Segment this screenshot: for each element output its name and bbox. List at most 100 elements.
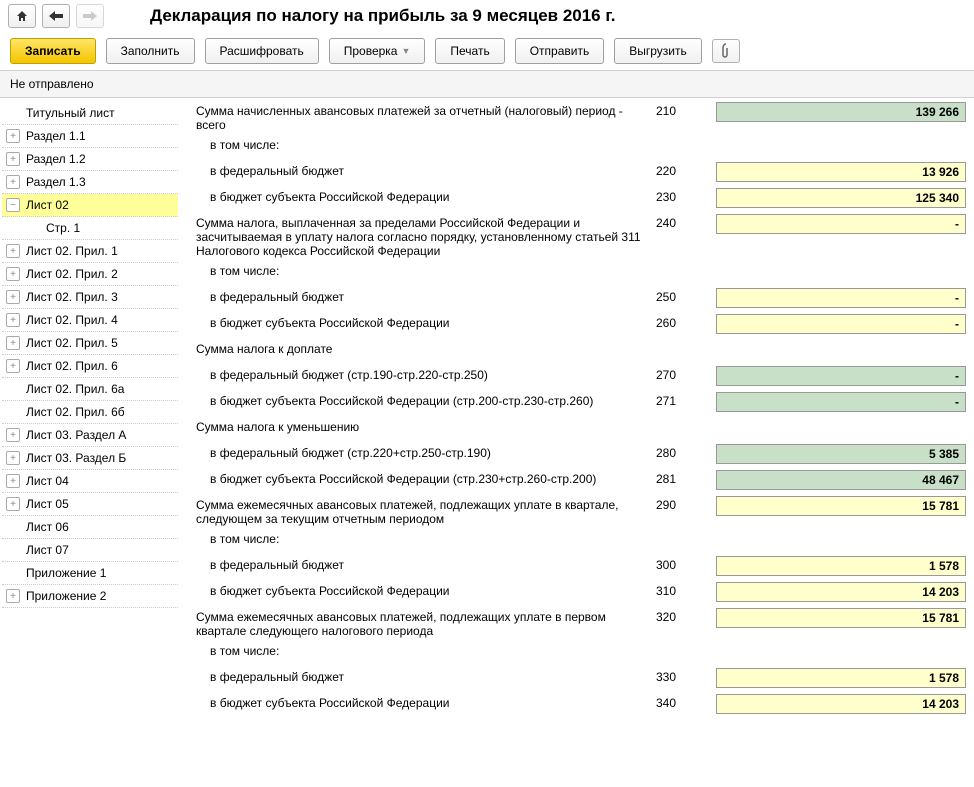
row-label: в федеральный бюджет (стр.190-стр.220-ст… [196, 366, 656, 382]
decrypt-button[interactable]: Расшифровать [205, 38, 319, 64]
nav-item[interactable]: + Раздел 1.1 [2, 125, 178, 148]
expand-icon[interactable]: + [6, 497, 20, 511]
nav-item-label: Лист 02. Прил. 6б [26, 405, 125, 419]
nav-item[interactable]: Лист 06 [2, 516, 178, 539]
row-label: Сумма начисленных авансовых платежей за … [196, 102, 656, 132]
expand-icon[interactable]: + [6, 313, 20, 327]
expand-icon[interactable]: + [6, 290, 20, 304]
value-input[interactable] [716, 444, 966, 464]
form-row: в том числе: [196, 262, 966, 284]
nav-item[interactable]: −Лист 02 [2, 194, 178, 217]
row-field [716, 214, 966, 234]
nav-item[interactable]: + Раздел 1.2 [2, 148, 178, 171]
value-input[interactable] [716, 694, 966, 714]
topbar: Декларация по налогу на прибыль за 9 мес… [0, 0, 974, 32]
nav-item[interactable]: +Лист 02. Прил. 6 [2, 355, 178, 378]
form-row: в бюджет субъекта Российской Федерации34… [196, 694, 966, 716]
expand-icon[interactable]: + [6, 244, 20, 258]
nav-item[interactable]: Лист 02. Прил. 6а [2, 378, 178, 401]
nav-item[interactable]: + Лист 03. Раздел А [2, 424, 178, 447]
nav-item[interactable]: Приложение 1 [2, 562, 178, 585]
home-button[interactable] [8, 4, 36, 28]
expand-icon[interactable]: + [6, 267, 20, 281]
attach-button[interactable] [712, 39, 740, 63]
row-code [656, 340, 716, 342]
nav-item[interactable]: Титульный лист [2, 102, 178, 125]
row-label: в бюджет субъекта Российской Федерации [196, 314, 656, 330]
nav-item[interactable]: Лист 07 [2, 539, 178, 562]
row-label: в том числе: [196, 642, 656, 658]
expand-icon[interactable]: + [6, 359, 20, 373]
forward-button[interactable] [76, 4, 104, 28]
row-code [656, 262, 716, 264]
value-input[interactable] [716, 162, 966, 182]
value-input[interactable] [716, 470, 966, 490]
value-input[interactable] [716, 496, 966, 516]
nav-item-label: Приложение 1 [26, 566, 106, 580]
row-code: 210 [656, 102, 716, 118]
nav-item[interactable]: Стр. 1 [2, 217, 178, 240]
expand-icon[interactable]: + [6, 175, 20, 189]
nav-item[interactable]: +Лист 02. Прил. 3 [2, 286, 178, 309]
chevron-down-icon: ▼ [401, 46, 410, 56]
value-input[interactable] [716, 288, 966, 308]
value-input[interactable] [716, 582, 966, 602]
nav-item[interactable]: + Лист 04 [2, 470, 178, 493]
value-input[interactable] [716, 366, 966, 386]
nav-item[interactable]: +Приложение 2 [2, 585, 178, 608]
value-input[interactable] [716, 668, 966, 688]
expand-icon[interactable]: + [6, 152, 20, 166]
value-input[interactable] [716, 556, 966, 576]
nav-item[interactable]: +Лист 02. Прил. 1 [2, 240, 178, 263]
nav-item[interactable]: Лист 02. Прил. 6б [2, 401, 178, 424]
nav-item[interactable]: + Раздел 1.3 [2, 171, 178, 194]
expand-icon[interactable]: + [6, 474, 20, 488]
nav-item-label: Лист 03. Раздел А [26, 428, 126, 442]
expand-icon[interactable]: + [6, 589, 20, 603]
form-area: Сумма начисленных авансовых платежей за … [180, 98, 974, 724]
form-row: в бюджет субъекта Российской Федерации26… [196, 314, 966, 336]
value-input[interactable] [716, 392, 966, 412]
nav-item-label: Лист 05 [26, 497, 69, 511]
send-button[interactable]: Отправить [515, 38, 605, 64]
nav-item-label: Раздел 1.1 [26, 129, 86, 143]
check-button[interactable]: Проверка▼ [329, 38, 426, 64]
row-field [716, 188, 966, 208]
form-row: в бюджет субъекта Российской Федерации (… [196, 392, 966, 414]
expand-icon[interactable]: + [6, 336, 20, 350]
value-input[interactable] [716, 188, 966, 208]
nav-item[interactable]: +Лист 02. Прил. 5 [2, 332, 178, 355]
nav-item-label: Лист 04 [26, 474, 69, 488]
expand-icon[interactable]: + [6, 451, 20, 465]
expand-icon[interactable]: + [6, 129, 20, 143]
row-code: 281 [656, 470, 716, 486]
nav-item[interactable]: +Лист 02. Прил. 4 [2, 309, 178, 332]
page-title: Декларация по налогу на прибыль за 9 мес… [150, 6, 615, 26]
print-button[interactable]: Печать [435, 38, 504, 64]
fill-button[interactable]: Заполнить [106, 38, 195, 64]
value-input[interactable] [716, 314, 966, 334]
row-code: 240 [656, 214, 716, 230]
value-input[interactable] [716, 102, 966, 122]
form-row: в бюджет субъекта Российской Федерации31… [196, 582, 966, 604]
nav-item-label: Лист 02 [26, 198, 69, 212]
save-button[interactable]: Записать [10, 38, 96, 64]
nav-item[interactable]: + Лист 02. Прил. 2 [2, 263, 178, 286]
nav-item-label: Лист 02. Прил. 6а [26, 382, 124, 396]
form-row: Сумма ежемесячных авансовых платежей, по… [196, 608, 966, 638]
back-button[interactable] [42, 4, 70, 28]
nav-item-label: Лист 02. Прил. 2 [26, 267, 118, 281]
export-button[interactable]: Выгрузить [614, 38, 702, 64]
expand-icon[interactable]: + [6, 428, 20, 442]
form-row: Сумма налога к уменьшению [196, 418, 966, 440]
row-label: в бюджет субъекта Российской Федерации (… [196, 470, 656, 486]
nav-item[interactable]: + Лист 05 [2, 493, 178, 516]
nav-item-label: Раздел 1.2 [26, 152, 86, 166]
row-label: в том числе: [196, 262, 656, 278]
collapse-icon[interactable]: − [6, 198, 20, 212]
value-input[interactable] [716, 608, 966, 628]
value-input[interactable] [716, 214, 966, 234]
row-label: в том числе: [196, 136, 656, 152]
nav-item[interactable]: +Лист 03. Раздел Б [2, 447, 178, 470]
nav-item-label: Раздел 1.3 [26, 175, 86, 189]
